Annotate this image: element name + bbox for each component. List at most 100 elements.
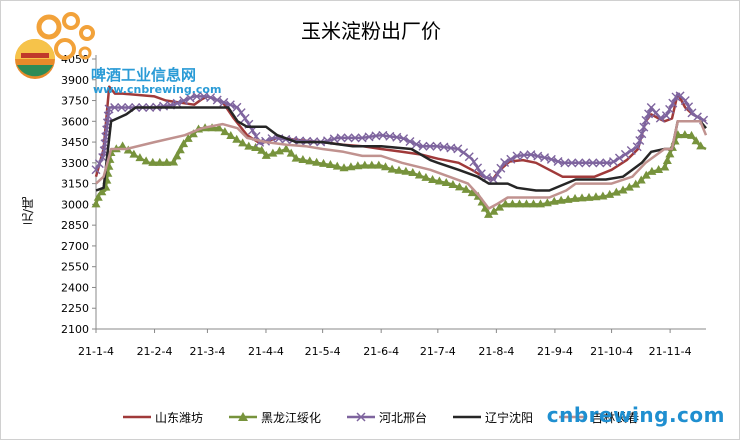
data-point xyxy=(421,172,431,181)
data-point xyxy=(626,146,636,156)
data-point xyxy=(175,145,185,154)
data-point xyxy=(399,134,409,144)
data-point xyxy=(411,139,421,149)
legend-swatch xyxy=(229,412,258,421)
x-tick-label: 21-11-4 xyxy=(649,345,692,358)
data-point xyxy=(188,129,198,138)
data-point xyxy=(267,134,277,144)
legend-label: 河北邢台 xyxy=(379,410,428,425)
data-point xyxy=(540,153,550,163)
data-point xyxy=(577,193,587,202)
data-point xyxy=(687,108,697,118)
data-point xyxy=(570,193,580,202)
bubbles-logo-icon xyxy=(15,12,95,79)
data-point xyxy=(91,165,101,175)
legend-swatch xyxy=(559,415,588,419)
data-point xyxy=(584,192,594,201)
y-tick-label: 3000 xyxy=(61,198,89,211)
legend: 山东潍坊 黑龙江绥化 河北邢台 辽宁沈阳 吉林长春 xyxy=(123,409,665,425)
series-line xyxy=(95,120,708,210)
data-point xyxy=(461,184,471,193)
data-point xyxy=(236,108,246,118)
legend-item: 山东潍坊 xyxy=(123,409,203,426)
data-point xyxy=(179,139,189,148)
data-point xyxy=(220,127,230,136)
data-point xyxy=(117,102,127,112)
data-point xyxy=(549,196,559,205)
y-tick-label: 3300 xyxy=(61,157,89,170)
data-point xyxy=(162,157,172,166)
data-point xyxy=(414,170,424,179)
data-point xyxy=(581,158,591,168)
data-point xyxy=(104,104,114,114)
data-point xyxy=(608,157,618,167)
data-point xyxy=(495,202,505,211)
brand-logo: 啤酒工业信息网 www.cnbrewing.com xyxy=(9,9,224,96)
data-point xyxy=(467,188,477,197)
data-point xyxy=(350,133,360,143)
data-point xyxy=(514,199,524,208)
data-point xyxy=(332,161,342,170)
chart-title: 玉米淀粉出厂价 xyxy=(301,19,441,43)
data-point xyxy=(480,203,490,212)
x-tick-label: 21-8-4 xyxy=(478,345,514,358)
y-tick-label: 2400 xyxy=(61,281,89,294)
y-tick-label: 2700 xyxy=(61,240,89,253)
data-point xyxy=(257,145,267,154)
data-point xyxy=(141,156,151,165)
data-point xyxy=(268,148,278,157)
data-point xyxy=(408,168,418,177)
data-point xyxy=(261,150,271,159)
data-point xyxy=(500,157,510,167)
data-point xyxy=(172,98,182,108)
data-point xyxy=(620,149,630,159)
data-point xyxy=(336,133,346,143)
data-point xyxy=(492,169,502,179)
data-point xyxy=(118,141,128,150)
data-point xyxy=(448,179,458,188)
data-point xyxy=(614,153,624,163)
legend-swatch xyxy=(123,415,151,419)
data-point xyxy=(381,162,391,171)
data-point xyxy=(665,104,675,114)
x-tick-label: 21-2-4 xyxy=(137,345,173,358)
y-axis-label: 元/吨 xyxy=(21,197,35,226)
data-point xyxy=(644,109,654,119)
data-point xyxy=(500,199,510,208)
y-tick-label: 3900 xyxy=(61,74,89,87)
data-point xyxy=(459,148,469,158)
data-point xyxy=(232,134,242,143)
data-point xyxy=(135,153,145,162)
data-point xyxy=(192,91,202,101)
data-point xyxy=(567,158,577,168)
data-point xyxy=(684,102,694,112)
data-point xyxy=(519,150,529,160)
data-point xyxy=(129,149,139,158)
data-point xyxy=(91,199,101,208)
y-tick-label: 3150 xyxy=(61,178,89,191)
data-point xyxy=(692,112,702,122)
data-point xyxy=(425,141,435,151)
data-point xyxy=(641,170,651,179)
data-point xyxy=(691,136,701,145)
data-point xyxy=(148,157,158,166)
data-point xyxy=(526,150,536,160)
data-point xyxy=(394,165,404,174)
data-point xyxy=(521,199,531,208)
legend-swatch xyxy=(347,412,376,422)
data-point xyxy=(312,157,322,166)
x-tick-label: 21-3-4 xyxy=(189,345,225,358)
data-point xyxy=(179,96,189,106)
x-tick-label: 21-4-4 xyxy=(248,345,284,358)
data-point xyxy=(232,102,242,112)
data-point xyxy=(506,154,516,164)
legend-item: 黑龙江绥化 xyxy=(229,409,321,426)
data-point xyxy=(637,129,647,139)
data-point xyxy=(441,177,451,186)
data-point xyxy=(591,192,601,201)
data-point xyxy=(631,179,641,188)
data-point xyxy=(434,176,444,185)
data-point xyxy=(453,144,463,154)
y-tick-label: 3750 xyxy=(61,95,89,108)
